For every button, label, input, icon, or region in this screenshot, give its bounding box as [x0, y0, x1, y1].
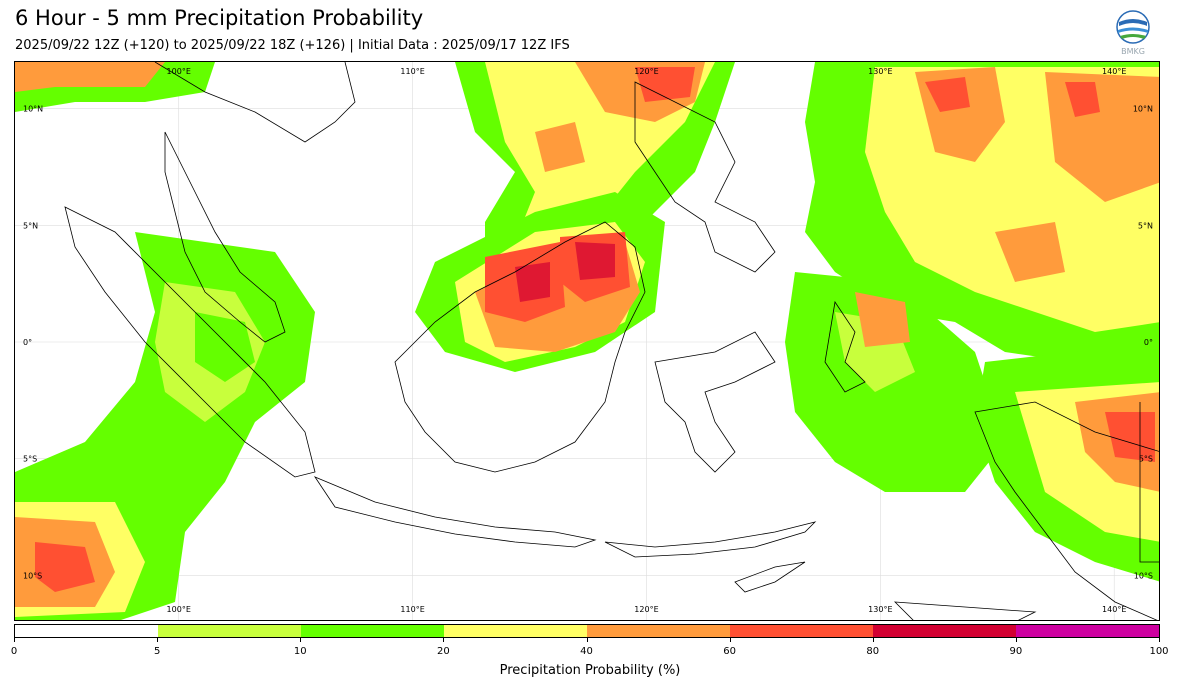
lon-label-top: 140°E	[1102, 67, 1126, 76]
colorbar-segment	[444, 625, 587, 637]
colorbar-tick-label: 80	[866, 646, 880, 657]
lon-label-bottom: 130°E	[868, 605, 892, 614]
lat-label-left: 10°S	[23, 571, 42, 580]
map-title: 6 Hour - 5 mm Precipitation Probability	[15, 6, 424, 30]
precipitation-map: 100°E 100°E 110°E 110°E 120°E 120°E 130°E 130°E…	[14, 61, 1160, 621]
colorbar-tick-label: 20	[437, 646, 450, 657]
lon-label-bottom: 100°E	[167, 605, 191, 614]
logo-text: BMKG	[1121, 47, 1145, 56]
colorbar-tick-label: 60	[723, 646, 736, 657]
colorbar-segment	[15, 625, 158, 637]
colorbar-tick	[1015, 638, 1017, 642]
lat-label-right: 10°N	[1133, 105, 1153, 114]
colorbar-segment	[158, 625, 301, 637]
bmkg-logo: BMKG	[1113, 10, 1153, 56]
colorbar-tick	[872, 638, 874, 642]
colorbar	[14, 624, 1160, 638]
colorbar-tick	[729, 638, 731, 642]
lat-label-left: 10°N	[23, 105, 43, 114]
lat-label-right: 10°S	[1134, 571, 1153, 580]
colorbar-tick-label: 5	[153, 646, 161, 657]
lon-label-top: 120°E	[634, 67, 658, 76]
colorbar-tick-label: 40	[580, 646, 593, 657]
lon-label-top: 130°E	[868, 67, 892, 76]
colorbar-tick	[300, 638, 302, 642]
lat-label-left: 5°N	[23, 221, 38, 230]
lon-label-top: 100°E	[167, 67, 191, 76]
lat-label-right: 0°	[1144, 338, 1153, 347]
colorbar-segment	[1016, 625, 1159, 637]
colorbar-tick	[443, 638, 445, 642]
colorbar-tick-label: 10	[293, 646, 307, 657]
colorbar-segment	[587, 625, 730, 637]
colorbar-segment	[730, 625, 873, 637]
colorbar-tick-label: 90	[1009, 646, 1023, 657]
lon-label-top: 110°E	[400, 67, 424, 76]
lon-label-bottom: 140°E	[1102, 605, 1126, 614]
colorbar-tick	[586, 638, 588, 642]
colorbar-tick-label: 100	[1149, 646, 1169, 657]
colorbar-segment	[301, 625, 444, 637]
lon-label-bottom: 110°E	[400, 605, 424, 614]
lat-label-right: 5°S	[1139, 455, 1153, 464]
graticule-labels: 100°E 100°E 110°E 110°E 120°E 120°E 130°E 130°E…	[23, 67, 1153, 614]
colorbar-segment	[873, 625, 1016, 637]
colorbar-tick	[1159, 638, 1160, 642]
lat-label-right: 5°N	[1138, 221, 1153, 230]
map-canvas: 100°E 100°E 110°E 110°E 120°E 120°E 130°E 130°E…	[15, 62, 1159, 620]
lon-label-bottom: 120°E	[634, 605, 658, 614]
map-subtitle: 2025/09/22 12Z (+120) to 2025/09/22 18Z …	[15, 38, 570, 53]
colorbar-tick	[14, 638, 15, 642]
colorbar-tick-label: 0	[10, 646, 18, 657]
colorbar-ticks: 0 5 10 20 40 60 80 90 100	[10, 638, 1169, 658]
lat-label-left: 0°	[23, 338, 32, 347]
lat-label-left: 5°S	[23, 455, 37, 464]
colorbar-label: Precipitation Probability (%)	[499, 663, 681, 678]
colorbar-tick	[157, 638, 159, 642]
coastlines	[64, 62, 1159, 620]
precipitation-shading	[15, 62, 1159, 620]
